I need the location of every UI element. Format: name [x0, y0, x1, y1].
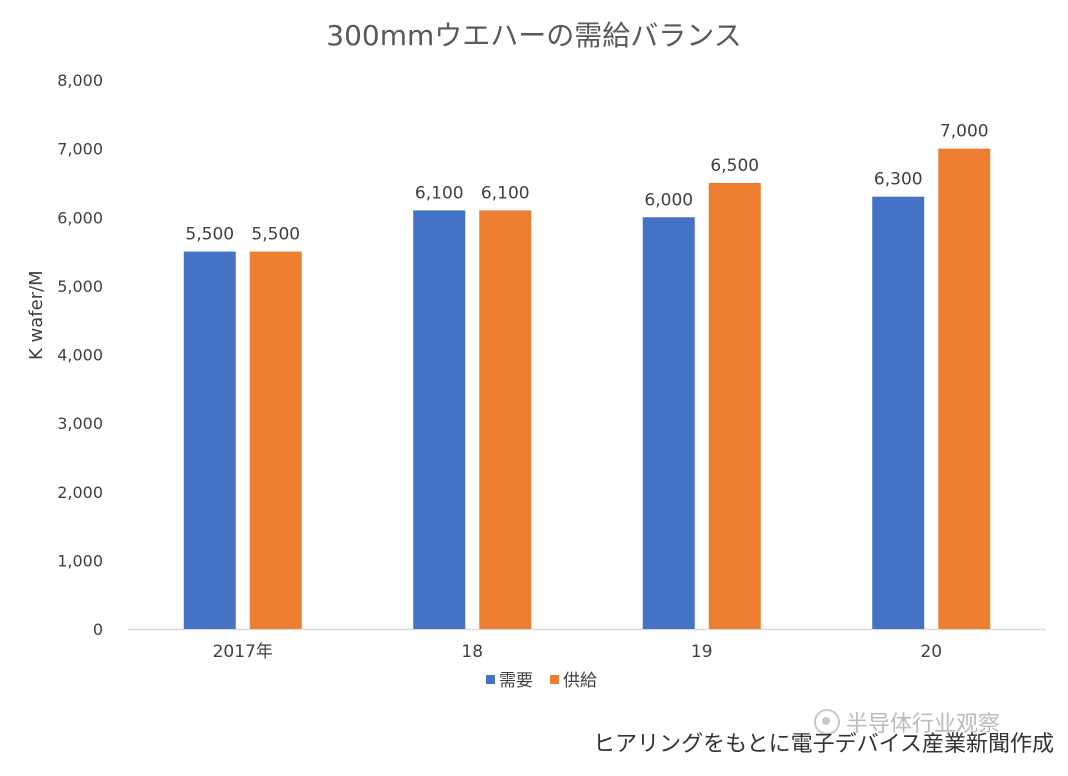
legend-label: 供給 [563, 671, 597, 691]
data-label: 5,500 [251, 225, 300, 245]
watermark: 半导体行业观察 [814, 706, 1000, 738]
data-label: 5,500 [185, 225, 234, 245]
data-label: 6,100 [481, 183, 530, 203]
chart-title: 300mmウエハーの需給バランス [326, 19, 742, 52]
legend-swatch [486, 675, 495, 684]
x-tick-label: 20 [920, 642, 942, 662]
watermark-text: 半导体行业观察 [846, 712, 1001, 737]
legend-swatch [550, 675, 559, 684]
bar-demand [413, 210, 466, 629]
y-tick-label: 1,000 [57, 551, 103, 570]
y-tick-label: 0 [93, 620, 103, 639]
x-tick-label: 18 [461, 642, 483, 662]
bar-demand [183, 251, 236, 629]
data-label: 6,000 [644, 190, 693, 210]
data-label: 6,500 [710, 156, 759, 176]
wechat-icon [814, 709, 840, 735]
y-tick-label: 5,000 [57, 277, 103, 296]
y-tick-label: 8,000 [57, 71, 103, 90]
y-tick-label: 7,000 [57, 140, 103, 159]
y-tick-label: 6,000 [57, 208, 103, 227]
bar-supply [479, 210, 532, 629]
bar-demand [642, 217, 695, 629]
legend-label: 需要 [499, 671, 533, 691]
bar-supply [708, 182, 761, 629]
y-tick-label: 4,000 [57, 346, 103, 365]
y-axis-label: K wafer/M [26, 270, 47, 360]
data-label: 6,100 [415, 183, 464, 203]
source-note: ヒアリングをもとに電子デバイス産業新聞作成 [593, 732, 1054, 757]
y-tick-label: 3,000 [57, 414, 103, 433]
x-tick-label: 19 [691, 642, 713, 662]
data-label: 7,000 [940, 122, 989, 142]
bar-supply [938, 148, 991, 629]
data-label: 6,300 [874, 170, 923, 190]
bar-demand [872, 196, 925, 629]
x-tick-label: 2017年 [213, 642, 273, 662]
y-tick-label: 2,000 [57, 483, 103, 502]
bar-supply [249, 251, 302, 629]
